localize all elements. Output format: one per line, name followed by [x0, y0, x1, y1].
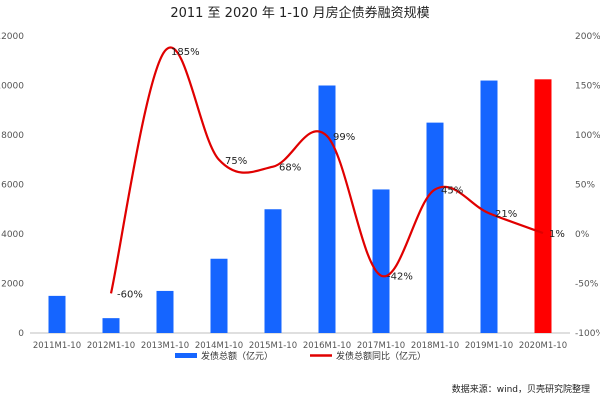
right-tick-label: 0%: [575, 230, 590, 240]
bar: [318, 85, 336, 333]
bar: [534, 79, 552, 333]
line-data-label: 1%: [549, 229, 565, 240]
right-tick-label: -100%: [575, 329, 600, 339]
left-axis-ticks: 0 2000 4000 6000 8000 10000 12000: [0, 32, 24, 339]
line-data-label: 68%: [279, 163, 301, 174]
legend-swatch-bar: [175, 353, 197, 358]
source-note: 数据来源：wind，贝壳研究院整理: [451, 385, 590, 395]
right-tick-label: 200%: [575, 32, 600, 42]
line-data-label: 21%: [495, 209, 517, 220]
line-data-label: 99%: [333, 132, 355, 143]
legend: 发债总额（亿元） 发债总额同比（亿元）: [175, 350, 426, 362]
x-tick-label: 2016M1-10: [303, 341, 351, 351]
x-tick-label: 2019M1-10: [465, 341, 513, 351]
left-tick-label: 8000: [1, 131, 24, 141]
bar: [156, 290, 174, 333]
legend-label-bar: 发债总额（亿元）: [201, 350, 273, 362]
bar-series: [48, 79, 552, 333]
bar: [48, 295, 66, 333]
line-data-label: -60%: [117, 289, 143, 300]
line-data-label: 185%: [171, 47, 200, 58]
left-tick-label: 2000: [1, 280, 24, 290]
line-data-label: 75%: [225, 156, 247, 167]
yoy-line: [109, 46, 544, 294]
x-tick-label: 2011M1-10: [33, 341, 81, 351]
left-tick-label: 12000: [0, 32, 24, 42]
left-tick-label: 0: [18, 329, 24, 339]
bar: [264, 209, 282, 333]
bar: [372, 189, 390, 333]
right-axis-ticks: -100% -50% 0% 50% 100% 150% 200%: [575, 32, 600, 339]
right-tick-label: 100%: [575, 131, 600, 141]
left-tick-label: 10000: [0, 82, 24, 92]
line-data-label: 45%: [441, 185, 463, 196]
left-tick-label: 6000: [1, 181, 24, 191]
x-tick-label: 2014M1-10: [195, 341, 243, 351]
bar: [480, 80, 498, 333]
left-tick-label: 4000: [1, 230, 24, 240]
right-tick-label: -50%: [575, 280, 599, 290]
x-tick-label: 2018M1-10: [411, 341, 459, 351]
chart-title: 2011 至 2020 年 1-10 月房企债券融资规模: [170, 6, 430, 21]
x-tick-label: 2015M1-10: [249, 341, 297, 351]
line-data-labels: -60% 185% 75% 68% 99% -42% 45% 21% 1%: [117, 47, 565, 301]
right-tick-label: 50%: [575, 181, 595, 191]
x-tick-label: 2020M1-10: [519, 341, 567, 351]
x-tick-label: 2012M1-10: [87, 341, 135, 351]
bar: [426, 122, 444, 333]
x-tick-label: 2017M1-10: [357, 341, 405, 351]
bar: [210, 258, 228, 333]
legend-label-line: 发债总额同比（亿元）: [336, 350, 426, 362]
line-data-label: -42%: [387, 272, 413, 283]
right-tick-label: 150%: [575, 82, 600, 92]
x-tick-label: 2013M1-10: [141, 341, 189, 351]
bar: [102, 318, 120, 333]
x-axis-ticks: 2011M1-10 2012M1-10 2013M1-10 2014M1-10 2015…: [33, 341, 567, 351]
